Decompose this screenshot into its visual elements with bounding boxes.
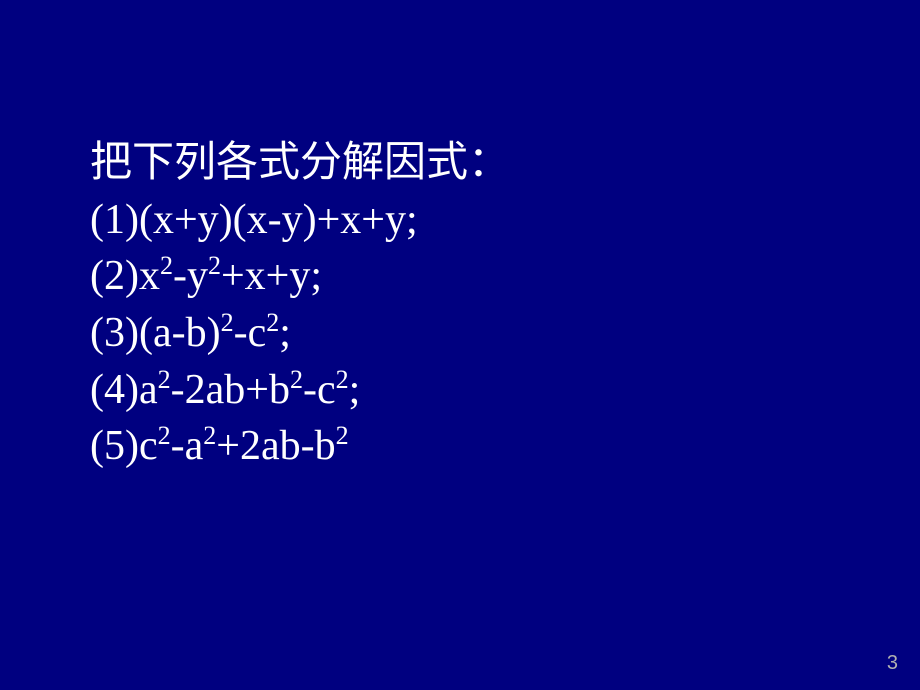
slide-title: 把下列各式分解因式：	[90, 135, 510, 192]
problem-item-4: (4)a2-2ab+b2-c2;	[90, 362, 510, 419]
slide-content: 把下列各式分解因式： (1)(x+y)(x-y)+x+y; (2)x2-y2+x…	[90, 135, 510, 475]
problem-item-3: (3)(a-b)2-c2;	[90, 305, 510, 362]
page-number: 3	[887, 652, 898, 675]
problem-item-2: (2)x2-y2+x+y;	[90, 248, 510, 305]
problem-item-1: (1)(x+y)(x-y)+x+y;	[90, 192, 510, 249]
problem-item-5: (5)c2-a2+2ab-b2	[90, 418, 510, 475]
